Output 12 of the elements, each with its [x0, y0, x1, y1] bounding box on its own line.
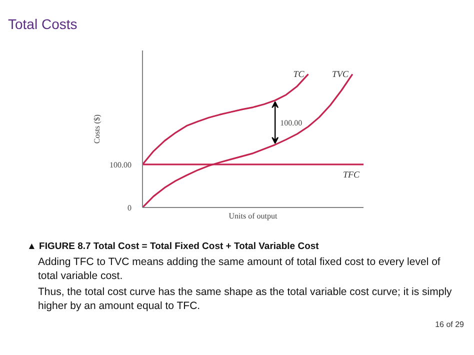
chart-title: Total Costs	[7, 15, 78, 34]
x-axis-title: Units of output	[228, 212, 278, 220]
series-label: TC	[293, 69, 306, 80]
series-label: TVC	[332, 69, 350, 80]
text: ▲ FIGURE 8.7 Total Cost = Total Fixed Cost + Total Variable Cost	[26, 240, 319, 254]
text: Thus, the total cost curve has the same shape as the total variable cost curve; it is simply higher by an amount equal to TFC.	[37, 285, 453, 313]
annotation: 100.00	[280, 118, 302, 128]
y-tick-label: 0	[128, 204, 132, 212]
text: 16 of 29	[434, 319, 464, 330]
series-label: TFC	[342, 169, 360, 180]
y-axis-title: Costs ($)	[92, 114, 102, 144]
text: Adding TFC to TVC means adding the same amount of total fixed cost to every level of total variable cost.	[37, 255, 442, 283]
